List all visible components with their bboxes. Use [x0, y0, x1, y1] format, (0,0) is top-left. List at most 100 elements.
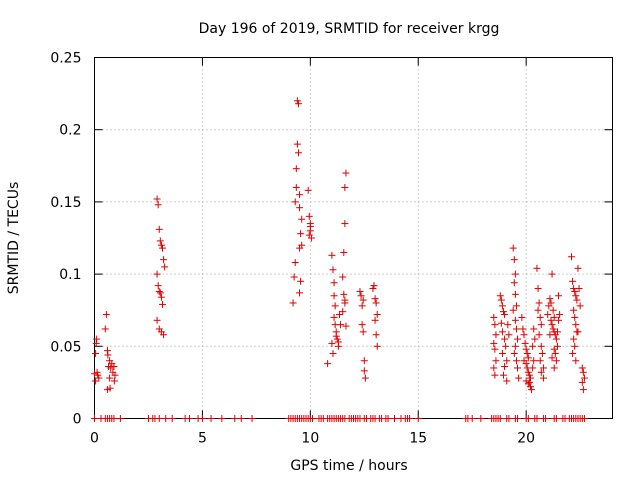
data-point [339, 308, 347, 316]
data-point [341, 183, 349, 191]
data-point [552, 335, 560, 343]
data-point [294, 100, 302, 108]
data-point [572, 357, 580, 365]
data-point [358, 302, 366, 310]
data-point [334, 342, 342, 350]
data-point [156, 237, 164, 245]
data-point [511, 316, 519, 324]
data-point [406, 415, 414, 422]
data-point [491, 371, 499, 379]
data-point [291, 198, 299, 206]
data-point [498, 350, 506, 358]
data-point [157, 293, 165, 301]
data-point [106, 357, 114, 365]
data-point [553, 342, 561, 350]
data-point [490, 339, 498, 347]
grid-lines [94, 57, 613, 419]
data-point [555, 316, 563, 324]
data-point [155, 225, 163, 233]
data-point [553, 328, 561, 336]
data-point [528, 386, 536, 394]
data-point [490, 364, 498, 372]
data-point [514, 335, 522, 343]
data-point [104, 351, 112, 359]
data-point [297, 230, 305, 238]
data-point [185, 415, 193, 422]
y-tick-label: 0.05 [50, 339, 81, 355]
y-tick-label: 0.15 [50, 195, 81, 211]
data-point [340, 248, 348, 256]
data-point [162, 415, 170, 422]
data-point [571, 287, 579, 295]
data-point [160, 331, 168, 339]
x-tick-label: 15 [409, 431, 427, 447]
data-point [534, 306, 542, 314]
data-point [533, 415, 541, 422]
data-point [525, 378, 533, 386]
data-point [491, 345, 499, 353]
data-point [537, 368, 545, 376]
data-point [548, 270, 556, 278]
data-point [155, 415, 163, 422]
data-point [110, 363, 118, 371]
data-point [384, 415, 392, 422]
data-point [522, 345, 530, 353]
data-point [550, 364, 558, 372]
y-tick-label: 0.25 [50, 51, 81, 67]
data-point [359, 328, 367, 336]
data-point [153, 270, 161, 278]
data-point [360, 357, 368, 365]
data-point [534, 285, 542, 293]
data-point [570, 335, 578, 343]
data-point [511, 290, 519, 298]
data-point [536, 357, 544, 365]
data-points [91, 97, 588, 422]
data-point [373, 311, 381, 319]
y-tick-labels: 0 0.05 0.1 0.15 0.2 0.25 [50, 51, 81, 428]
data-point [502, 342, 510, 350]
data-point [331, 302, 339, 310]
data-point [575, 285, 583, 293]
data-point [497, 319, 505, 327]
data-point [501, 363, 509, 371]
data-point [330, 292, 338, 300]
data-point [198, 415, 206, 422]
x-axis-label: GPS time / hours [290, 458, 407, 474]
data-point [509, 306, 517, 314]
data-point [524, 368, 532, 376]
x-tick-labels: 0 5 10 15 20 [90, 431, 535, 447]
data-point [106, 374, 114, 382]
data-point [153, 316, 161, 324]
data-point [291, 259, 299, 267]
data-point [289, 299, 297, 307]
data-point [505, 415, 513, 422]
data-point [110, 377, 118, 385]
data-point [94, 371, 102, 379]
data-point [510, 256, 518, 264]
data-point [329, 266, 337, 274]
data-point [539, 374, 547, 382]
data-point [503, 377, 511, 385]
data-point [572, 292, 580, 300]
data-point [510, 279, 518, 287]
data-point [153, 195, 161, 203]
data-point [526, 374, 534, 382]
data-point [237, 415, 245, 422]
data-point [571, 342, 579, 350]
data-point [360, 367, 368, 375]
data-point [477, 415, 485, 422]
data-point [500, 371, 508, 379]
data-point [572, 321, 580, 329]
data-point [523, 350, 531, 358]
data-point [342, 169, 350, 177]
data-point [333, 335, 341, 343]
data-point [361, 374, 369, 382]
data-point [550, 313, 558, 321]
data-point [296, 289, 304, 297]
data-point [293, 140, 301, 148]
data-point [567, 253, 575, 261]
data-point [500, 308, 508, 316]
data-point [578, 364, 586, 372]
data-point [549, 306, 557, 314]
